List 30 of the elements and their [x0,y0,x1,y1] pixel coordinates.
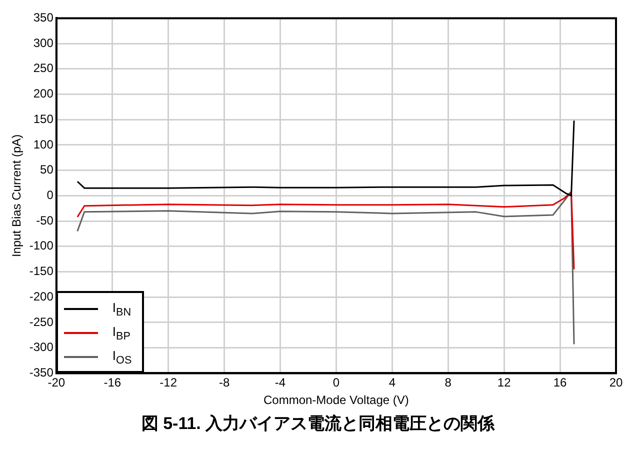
y-tick-label: 250 [33,61,54,76]
y-tick-label: -200 [29,289,54,304]
x-tick-label: -16 [104,376,122,390]
text: 図 5-11. 入力バイアス電流と同相電圧との関係 [140,413,496,435]
legend-label: I$_{OS}$ [112,348,132,366]
y-tick-label: -300 [29,340,54,354]
y-tick-label: -150 [29,264,54,278]
x-tick-label: 0 [332,376,340,390]
x-tick-label: -4 [274,376,286,390]
x-tick-label: 8 [444,376,452,390]
x-tick-label: -12 [160,376,178,390]
y-tick-label: 150 [33,112,54,126]
x-tick-label: -8 [218,376,230,390]
legend-label: I$_{BN}$ [112,300,132,318]
y-tick-label: 350 [33,10,54,25]
y-tick-label: 300 [33,36,54,50]
y-tick-label: 200 [33,86,54,101]
y-tick-label: -250 [29,314,54,329]
y-tick-label: 0 [46,188,54,202]
y-tick-label: -100 [29,238,54,253]
x-tick-label: 20 [609,376,623,390]
y-tick-label: -50 [36,213,54,228]
x-axis-title: Common-Mode Voltage (V) [264,393,409,408]
y-axis-title: Input Bias Current (pA) [10,134,24,258]
x-tick-label: 16 [553,376,568,390]
x-tick-label: 12 [497,376,512,390]
x-tick-label: 4 [388,376,396,390]
legend-label: I$_{BP}$ [112,324,130,342]
y-tick-label: 50 [40,162,54,177]
y-tick-label: 100 [33,137,54,152]
